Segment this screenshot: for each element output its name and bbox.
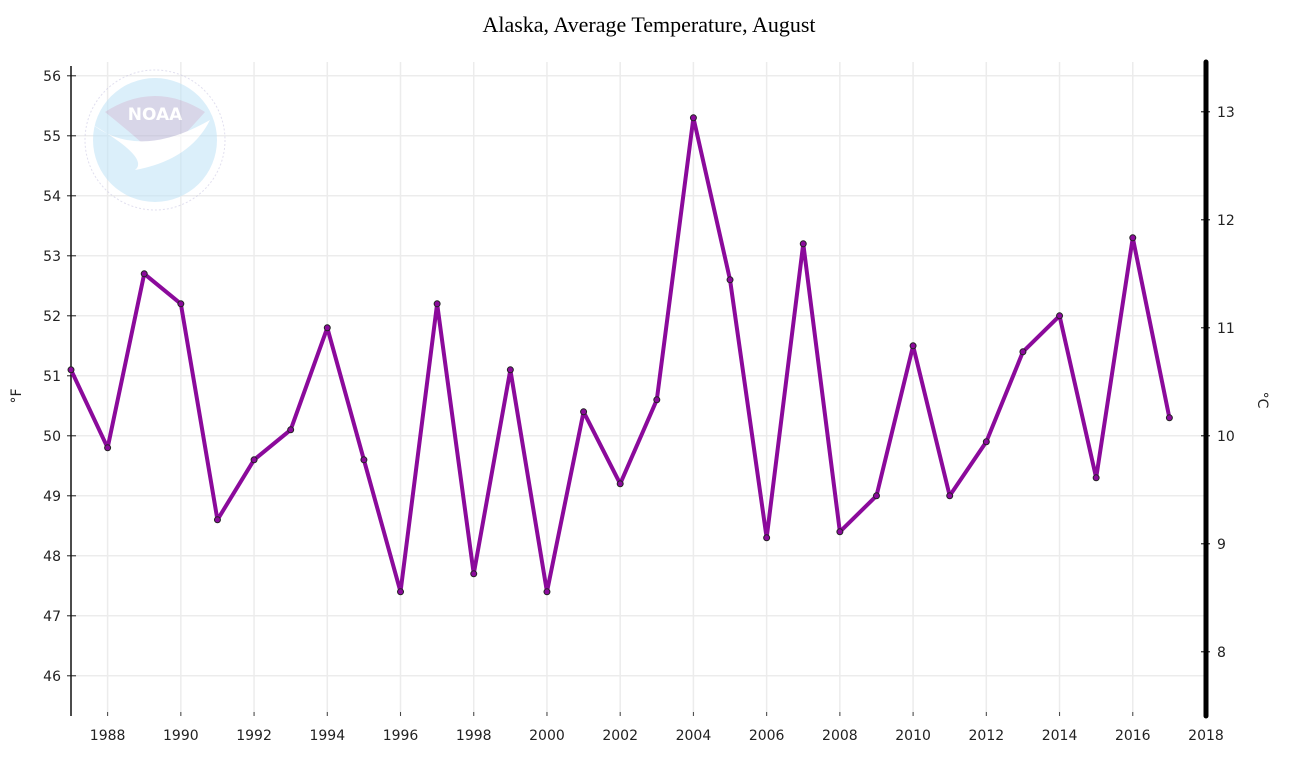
- data-point: [506, 366, 514, 374]
- data-point: [470, 570, 478, 578]
- y-tick-label: 53: [43, 249, 61, 265]
- data-point: [543, 588, 551, 596]
- data-point: [360, 456, 368, 464]
- y-axis-title-left: °F: [9, 388, 25, 403]
- y-right-tick-label: 12: [1217, 213, 1235, 229]
- x-tick-label: 2002: [602, 728, 638, 744]
- x-tick-label: 2008: [822, 728, 858, 744]
- data-point: [1129, 234, 1137, 242]
- data-point: [1056, 312, 1064, 320]
- grid: [71, 62, 1206, 716]
- y-tick-label: 56: [43, 69, 61, 85]
- data-point: [250, 456, 258, 464]
- data-point: [946, 492, 954, 500]
- y-right-tick-label: 13: [1217, 105, 1235, 121]
- y-tick-label: 47: [43, 609, 61, 625]
- data-point: [433, 300, 441, 308]
- data-point: [872, 492, 880, 500]
- data-point: [104, 444, 112, 452]
- data-point: [982, 438, 990, 446]
- y-tick-label: 50: [43, 429, 61, 445]
- y-tick-label: 51: [43, 369, 61, 385]
- data-point: [836, 528, 844, 536]
- data-point: [323, 324, 331, 332]
- data-point: [67, 366, 75, 374]
- x-tick-label: 1996: [383, 728, 419, 744]
- data-point: [616, 480, 624, 488]
- data-point: [689, 114, 697, 122]
- x-tick-label: 1998: [456, 728, 492, 744]
- y-tick-label: 52: [43, 309, 61, 325]
- x-tick-label: 1994: [309, 728, 345, 744]
- data-point: [763, 534, 771, 542]
- noaa-logo-watermark: NOAA: [84, 69, 226, 211]
- x-tick-label: 2018: [1188, 728, 1224, 744]
- y-tick-label: 48: [43, 549, 61, 565]
- x-tick-label: 2000: [529, 728, 565, 744]
- x-tick-label: 1988: [90, 728, 126, 744]
- y-right-tick-label: 11: [1217, 321, 1235, 337]
- data-point: [580, 408, 588, 416]
- y-axis-title-right: °C: [1254, 392, 1270, 409]
- y-tick-label: 55: [43, 129, 61, 145]
- x-tick-label: 1992: [236, 728, 272, 744]
- y-right-tick-label: 10: [1217, 429, 1235, 445]
- data-point: [213, 516, 221, 524]
- noaa-logo-text: NOAA: [128, 105, 183, 125]
- y-tick-label: 54: [43, 189, 61, 205]
- x-tick-label: 2012: [969, 728, 1005, 744]
- x-tick-label: 1990: [163, 728, 199, 744]
- x-tick-label: 2016: [1115, 728, 1151, 744]
- data-point: [1019, 348, 1027, 356]
- data-point: [726, 276, 734, 284]
- data-point: [909, 342, 917, 350]
- data-point: [397, 588, 405, 596]
- data-point: [140, 270, 148, 278]
- data-point: [1165, 414, 1173, 422]
- data-point: [653, 396, 661, 404]
- chart-title: Alaska, Average Temperature, August: [482, 12, 816, 37]
- axes: 1988 1990 1992 1994 1996 1998 2000 2002 2004 2006…: [43, 59, 1235, 744]
- x-tick-label: 2014: [1042, 728, 1078, 744]
- series: [67, 114, 1173, 596]
- y-right-tick-label: 8: [1217, 645, 1226, 661]
- y-tick-label: 46: [43, 669, 61, 685]
- x-tick-label: 2010: [895, 728, 931, 744]
- data-point: [1092, 474, 1100, 482]
- x-tick-label: 2004: [676, 728, 712, 744]
- x-tick-label: 2006: [749, 728, 785, 744]
- data-point: [287, 426, 295, 434]
- y-tick-label: 49: [43, 489, 61, 505]
- data-point: [799, 240, 807, 248]
- y-right-tick-label: 9: [1217, 537, 1226, 553]
- data-point: [177, 300, 185, 308]
